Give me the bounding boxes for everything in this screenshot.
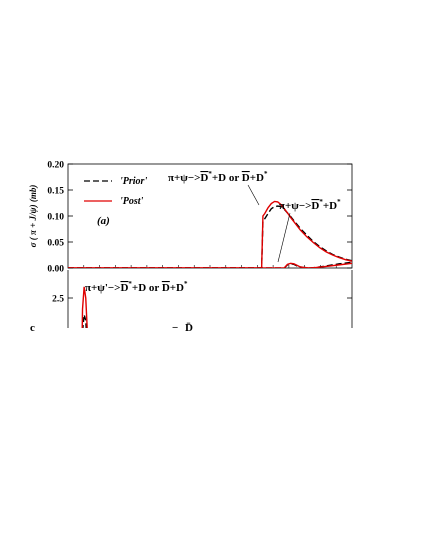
panel-a-y-tick-label: 0.05 [47, 239, 64, 249]
cropped-fragment-right-2: D̄ [185, 322, 193, 334]
annotation-dbar-star-dstar-pointer [277, 212, 291, 263]
panel-a-y-tick-label: 0.10 [47, 213, 64, 223]
annotation-dbar-star-d-pointer [247, 184, 260, 206]
panel-b-series-1-line [81, 286, 88, 328]
cropped-fragment-left: c [30, 322, 35, 334]
annotation-dbar-star-dstar: π+ψ−>D*+D* [279, 198, 341, 212]
annotation-psiprime-dbar-star-d: π+ψ'−>D*+D or D+D* [85, 280, 188, 294]
panel-b-y-tick-label: 2.5 [52, 295, 64, 305]
panel-a-y-tick-label: 0.15 [47, 187, 64, 197]
panel-b-series [81, 286, 88, 328]
cropped-fragment-right: − [172, 322, 178, 334]
legend: 'Prior' 'Post' [84, 176, 147, 207]
annotation-dbar-star-d: π+ψ−>D*+D or D+D* [168, 170, 268, 184]
panel-b-series-0-line [82, 314, 87, 328]
panel-a-series [68, 200, 353, 268]
panel-a-y-tick-label: 0.00 [47, 265, 64, 275]
panel-a-y-tick-label: 0.20 [47, 161, 64, 171]
panel-a-frame [67, 163, 353, 269]
panel-a-y-axis-label: σ ( π + J/ψ) (mb) [28, 185, 38, 248]
panel-b-y-ticks: 2.5 [52, 295, 352, 305]
panel-a-series-1-line [68, 200, 353, 268]
panel-a-series-0-line [68, 205, 353, 268]
legend-prior-label: 'Prior' [120, 176, 147, 187]
legend-post-label: 'Post' [120, 196, 144, 207]
panel-a-label: (a) [97, 215, 110, 227]
panel-a-series-3-line [68, 262, 353, 268]
